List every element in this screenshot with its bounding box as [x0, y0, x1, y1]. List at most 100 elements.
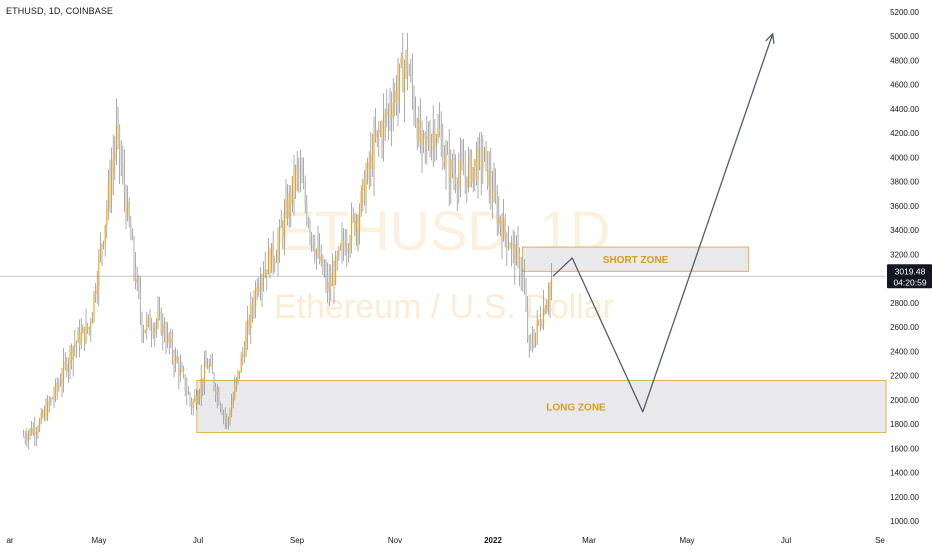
candle-body: [95, 292, 97, 295]
candle-body: [203, 363, 205, 384]
y-tick-label: 1400.00: [890, 469, 919, 478]
candle-body: [24, 436, 26, 439]
candle-body: [279, 225, 281, 243]
candle-body: [173, 355, 175, 364]
y-tick-label: 3600.00: [890, 202, 919, 211]
candle-body: [130, 222, 132, 240]
candle-body: [93, 292, 95, 316]
candle-body: [448, 153, 450, 183]
candle-body: [351, 215, 353, 242]
candle-body: [144, 329, 146, 333]
candle-body: [210, 363, 212, 365]
candle-body: [450, 159, 452, 183]
candle-body: [503, 217, 505, 241]
candle-body: [471, 155, 473, 184]
candle-body: [474, 159, 476, 168]
candle-body: [515, 245, 517, 266]
candle-body: [34, 428, 36, 435]
candle-body: [528, 338, 530, 343]
candle-body: [511, 241, 513, 249]
price-axis[interactable]: 5200.00 5000.00 4800.00 4600.00 4400.00 4200.…: [890, 8, 919, 526]
candle-body: [416, 123, 418, 142]
candle-body: [336, 256, 338, 258]
candle-body: [168, 334, 170, 343]
candle-body: [240, 356, 242, 373]
candle-body: [379, 128, 381, 133]
candle-body: [496, 198, 498, 224]
x-tick-label: Mar: [582, 536, 596, 545]
candle-body: [482, 161, 484, 169]
short-zone-label: SHORT ZONE: [603, 255, 669, 266]
candle-body: [477, 147, 479, 180]
candle-body: [359, 213, 361, 229]
candle-body: [99, 246, 101, 257]
candle-body: [138, 278, 140, 293]
candle-body: [186, 391, 188, 394]
candle-body: [234, 385, 236, 398]
candle-body: [495, 186, 497, 199]
candle-body: [459, 159, 461, 175]
candle-body: [392, 102, 394, 119]
candle-body: [96, 286, 98, 295]
candle-body: [535, 332, 537, 345]
candle-body: [162, 323, 164, 334]
candle-body: [136, 278, 138, 284]
candle-body: [216, 391, 218, 396]
candle-body: [523, 273, 525, 293]
watermark-description: Ethereum / U.S. Dollar: [274, 288, 614, 326]
candle-body: [490, 170, 492, 191]
candle-body: [160, 311, 162, 334]
candle-body: [499, 217, 501, 227]
candle-body: [187, 393, 189, 395]
candle-body: [165, 337, 167, 344]
candle-body: [432, 131, 434, 140]
candle-body: [312, 236, 314, 249]
candle-body: [493, 186, 495, 201]
candle-body: [298, 165, 300, 172]
candle-body: [330, 282, 332, 287]
candle-body: [258, 287, 260, 292]
candle-body: [458, 174, 460, 189]
candle-body: [139, 292, 141, 315]
candle-body: [405, 52, 407, 69]
candle-body: [455, 174, 457, 185]
candle-body: [394, 90, 396, 103]
candle-body: [87, 323, 89, 330]
candle-body: [245, 333, 247, 357]
candle-body: [320, 255, 322, 262]
candle-body: [408, 72, 410, 75]
time-axis[interactable]: ar May Jul Sep Nov 2022 Mar May Jul Se: [6, 536, 885, 545]
candle-body: [368, 161, 370, 169]
candle-body: [544, 307, 546, 313]
y-tick-label: 1200.00: [890, 493, 919, 502]
candle-body: [531, 340, 533, 345]
y-tick-label: 4000.00: [890, 153, 919, 162]
candle-body: [307, 220, 309, 225]
candle-body: [247, 319, 249, 334]
candle-body: [179, 368, 181, 376]
candle-body: [479, 147, 481, 149]
candle-body: [183, 370, 185, 375]
candle-body: [367, 161, 369, 180]
candle-body: [151, 330, 153, 333]
x-tick-label: 2022: [484, 536, 502, 545]
candle-body: [35, 432, 37, 435]
y-tick-label: 4400.00: [890, 105, 919, 114]
candle-body: [355, 220, 357, 232]
candle-body: [224, 413, 226, 419]
candle-body: [426, 136, 428, 139]
candle-body: [250, 304, 252, 328]
candle-body: [63, 362, 65, 380]
candle-body: [37, 430, 39, 433]
short-zone-box: [521, 246, 750, 272]
candle-body: [466, 176, 468, 188]
projection-path: [552, 33, 774, 413]
candle-body: [56, 383, 58, 388]
candle-body: [440, 134, 442, 141]
candle-body: [480, 147, 482, 169]
candle-body: [242, 353, 244, 357]
candle-body: [114, 149, 116, 161]
y-tick-label: 2400.00: [890, 347, 919, 356]
